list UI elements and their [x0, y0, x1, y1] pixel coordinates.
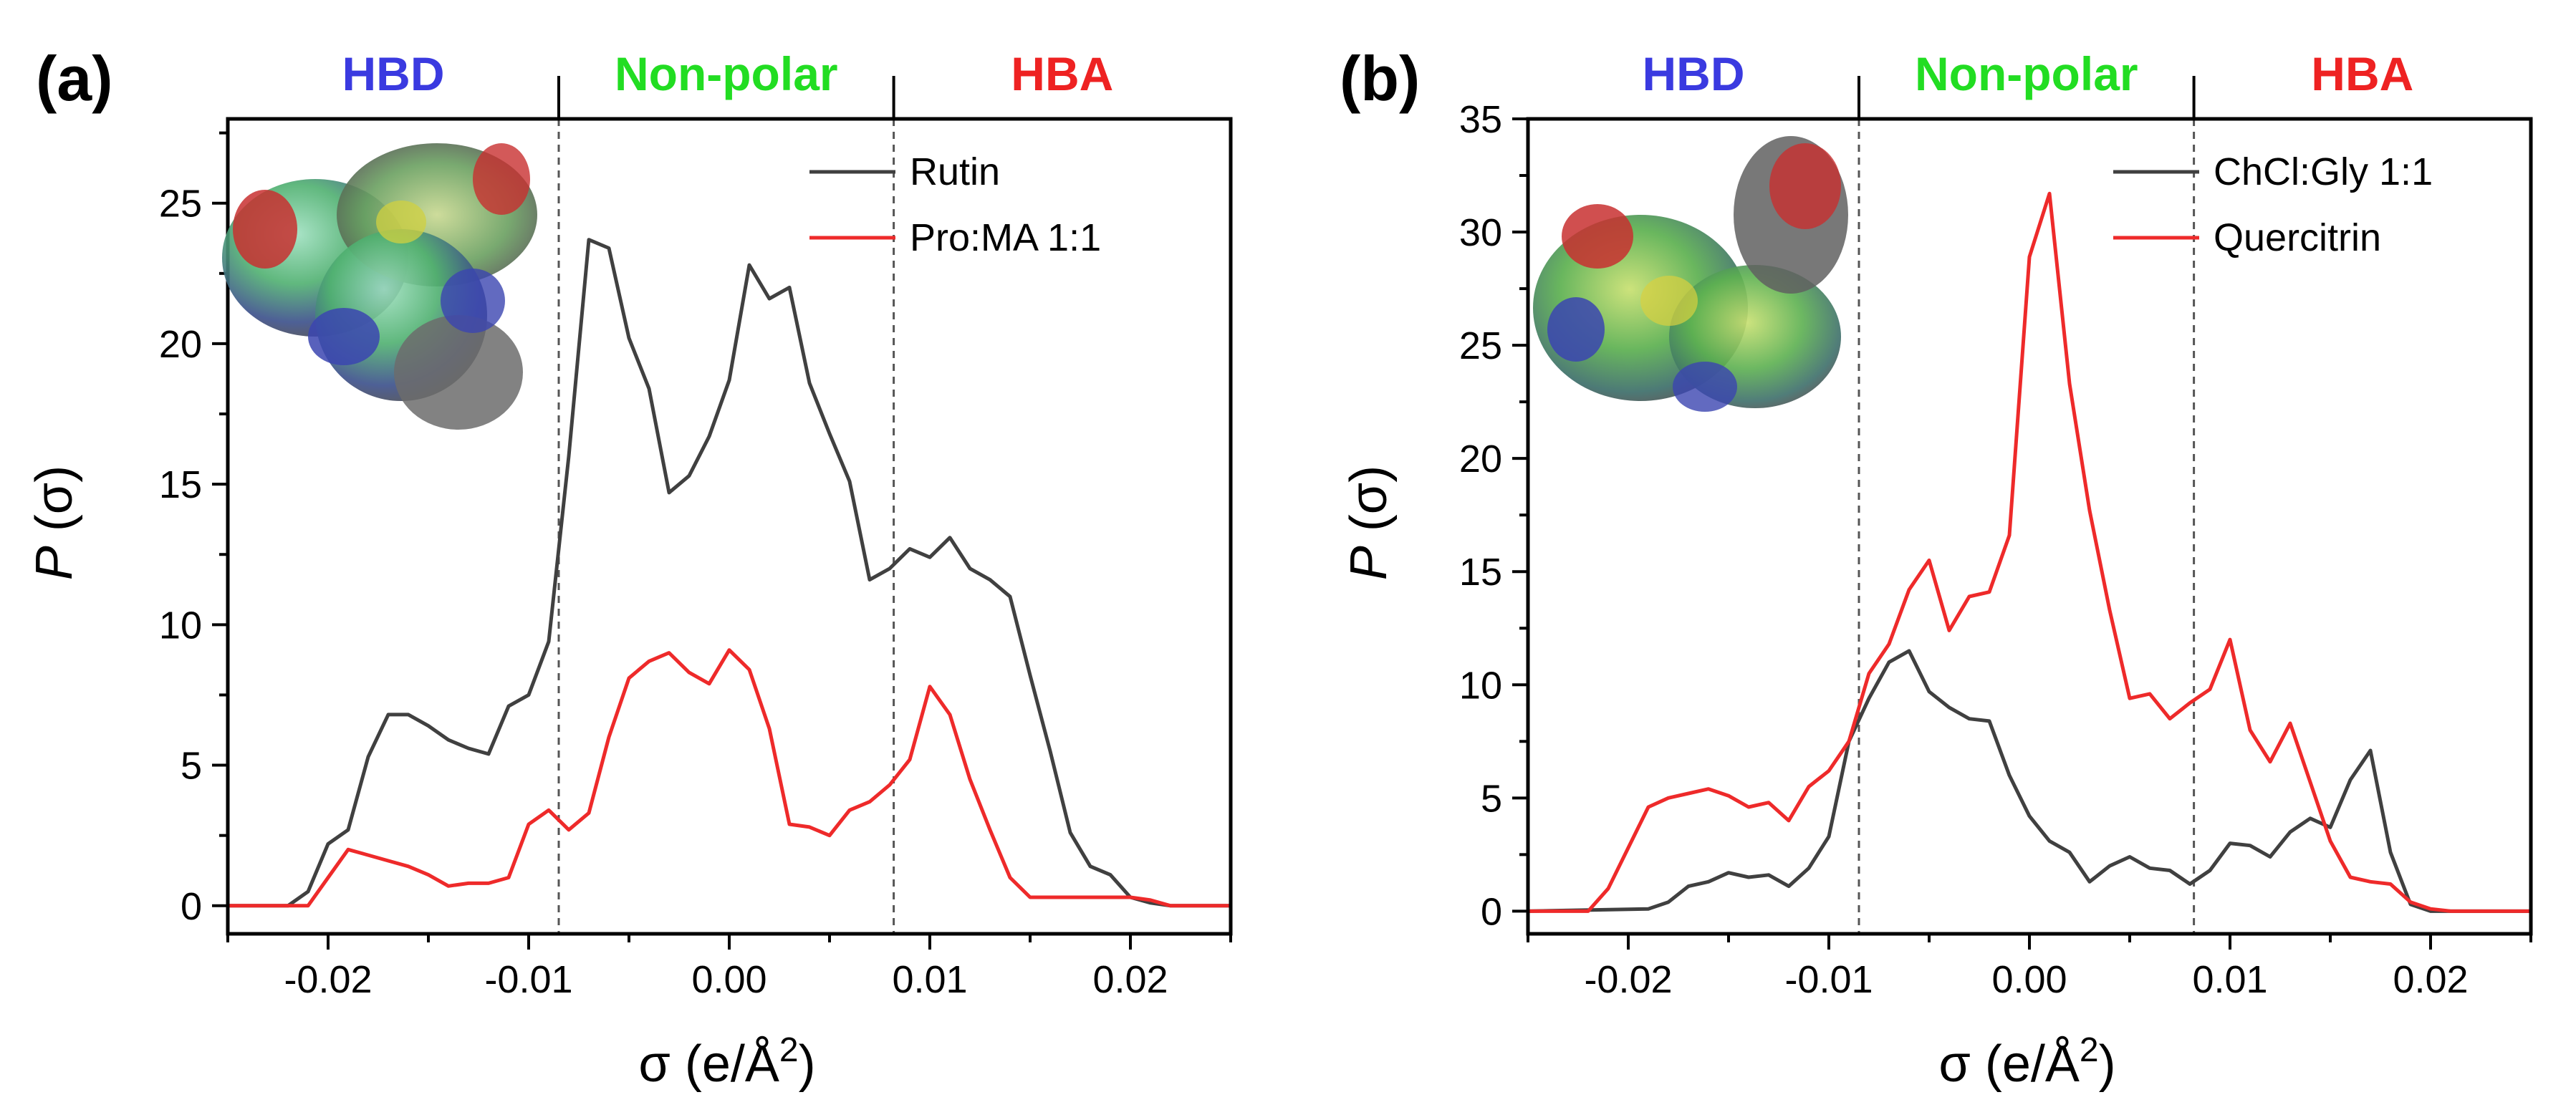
- region-label: HBD: [1643, 47, 1745, 100]
- y-tick-label: 15: [159, 463, 202, 506]
- x-tick-label: -0.02: [284, 958, 372, 1001]
- molecule-inset: [1533, 136, 1848, 412]
- y-tick-label: 20: [159, 323, 202, 366]
- y-axis-label: P (σ): [26, 465, 83, 580]
- y-tick-label: 10: [1459, 664, 1502, 707]
- y-tick-label: 10: [159, 604, 202, 647]
- x-axis-label: σ (e/Å2): [1938, 1031, 2115, 1093]
- panel-b-axis-labels: σ (e/Å2) P (σ): [1340, 465, 2116, 1093]
- y-tick-label: 35: [1459, 98, 1502, 141]
- panel-label: (a): [36, 43, 113, 114]
- legend: ChCl:Gly 1:1 Quercitrin: [2113, 150, 2433, 259]
- x-tick-label: 0.00: [691, 958, 766, 1001]
- y-tick-label: 0: [1481, 890, 1502, 933]
- x-tick-label: 0.01: [892, 958, 967, 1001]
- region-label: HBA: [2311, 47, 2413, 100]
- series-line: [1528, 191, 2531, 913]
- y-tick-label: 5: [181, 745, 202, 788]
- region-divider-ticks: [557, 76, 895, 119]
- y-tick-label: 5: [1481, 777, 1502, 820]
- region-labels: HBD Non-polar HBA: [342, 47, 1114, 100]
- y-tick-label: 30: [1459, 211, 1502, 254]
- series-layer: [1527, 191, 2531, 913]
- x-tick-label: 0.01: [2192, 958, 2267, 1001]
- legend-label: Pro:MA 1:1: [910, 216, 1101, 259]
- series-line: [1527, 649, 2531, 913]
- legend: Rutin Pro:MA 1:1: [809, 150, 1101, 259]
- x-tick-label: 0.02: [1092, 958, 1168, 1001]
- y-tick-label: 25: [1459, 324, 1502, 367]
- panel-b: (b) HBD Non-polar HBA -0.02 -0.01 0.00 0.01 0.…: [1340, 43, 2533, 1001]
- series-layer: [228, 238, 1231, 908]
- panel-a: (a) HBD Non-polar HBA -0.02 -0.01 0.00 0.01 0.…: [36, 43, 1233, 1001]
- x-ticks: -0.02 -0.01 0.00 0.01 0.02: [1527, 934, 2532, 1001]
- y-ticks: 0 5 10 15 20 25: [159, 131, 228, 928]
- x-tick-label: -0.01: [1784, 958, 1873, 1001]
- region-divider-lines: [557, 119, 895, 934]
- x-tick-label: -0.02: [1584, 958, 1672, 1001]
- series-line: [228, 238, 1231, 908]
- region-label: HBD: [342, 47, 445, 100]
- region-label: HBA: [1011, 47, 1113, 100]
- region-divider-lines: [1857, 119, 2196, 934]
- x-tick-label: 0.02: [2393, 958, 2468, 1001]
- y-tick-label: 0: [181, 885, 202, 928]
- panel-a-axis-labels: σ (e/Å2) P (σ): [26, 465, 816, 1093]
- region-label: Non-polar: [615, 47, 838, 100]
- legend-label: Rutin: [910, 150, 1000, 193]
- y-axis-label: P (σ): [1340, 465, 1398, 580]
- y-tick-label: 20: [1459, 438, 1502, 481]
- x-ticks: -0.02 -0.01 0.00 0.01 0.02: [226, 934, 1232, 1001]
- y-tick-label: 15: [1459, 551, 1502, 594]
- legend-label: Quercitrin: [2214, 216, 2381, 259]
- region-label: Non-polar: [1915, 47, 2138, 100]
- x-tick-label: 0.00: [1991, 958, 2067, 1001]
- x-tick-label: -0.01: [484, 958, 572, 1001]
- x-axis-label: σ (e/Å2): [638, 1031, 815, 1093]
- legend-label: ChCl:Gly 1:1: [2214, 150, 2433, 193]
- molecule-inset: [222, 143, 537, 430]
- region-divider-ticks: [1857, 76, 2196, 119]
- y-ticks: 0 5 10 15 20 25 30 35: [1459, 98, 1528, 933]
- panel-label: (b): [1340, 43, 1420, 114]
- region-labels: HBD Non-polar HBA: [1643, 47, 2414, 100]
- y-tick-label: 25: [159, 183, 202, 226]
- series-line: [228, 648, 1231, 908]
